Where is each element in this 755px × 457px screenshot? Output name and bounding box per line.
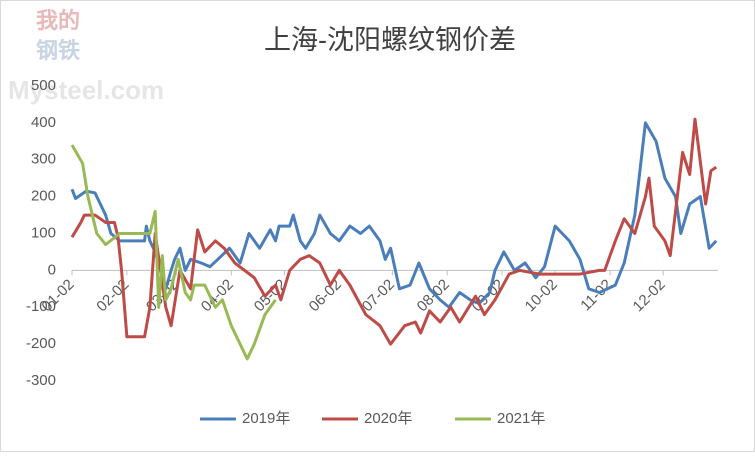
y-tick-label: 100: [31, 224, 56, 241]
y-tick-label: 0: [48, 261, 56, 278]
watermark: 钢铁: [36, 38, 80, 63]
y-tick-label: 500: [31, 77, 56, 94]
series-line: [70, 117, 718, 346]
y-tick-label: 200: [31, 188, 56, 205]
watermark: 我的: [36, 8, 80, 33]
legend-label: 2021年: [497, 410, 545, 427]
legend-label: 2020年: [364, 410, 412, 427]
y-tick-label: -300: [26, 372, 56, 389]
series-line: [70, 144, 277, 361]
y-tick-label: 400: [31, 114, 56, 131]
watermark: Mysteel.com: [8, 75, 164, 105]
legend-label: 2019年: [242, 410, 290, 427]
chart-title: 上海-沈阳螺纹钢价差: [264, 25, 516, 55]
y-tick-label: -200: [26, 335, 56, 352]
y-tick-label: 300: [31, 151, 56, 168]
y-tick-label: -100: [26, 298, 56, 315]
